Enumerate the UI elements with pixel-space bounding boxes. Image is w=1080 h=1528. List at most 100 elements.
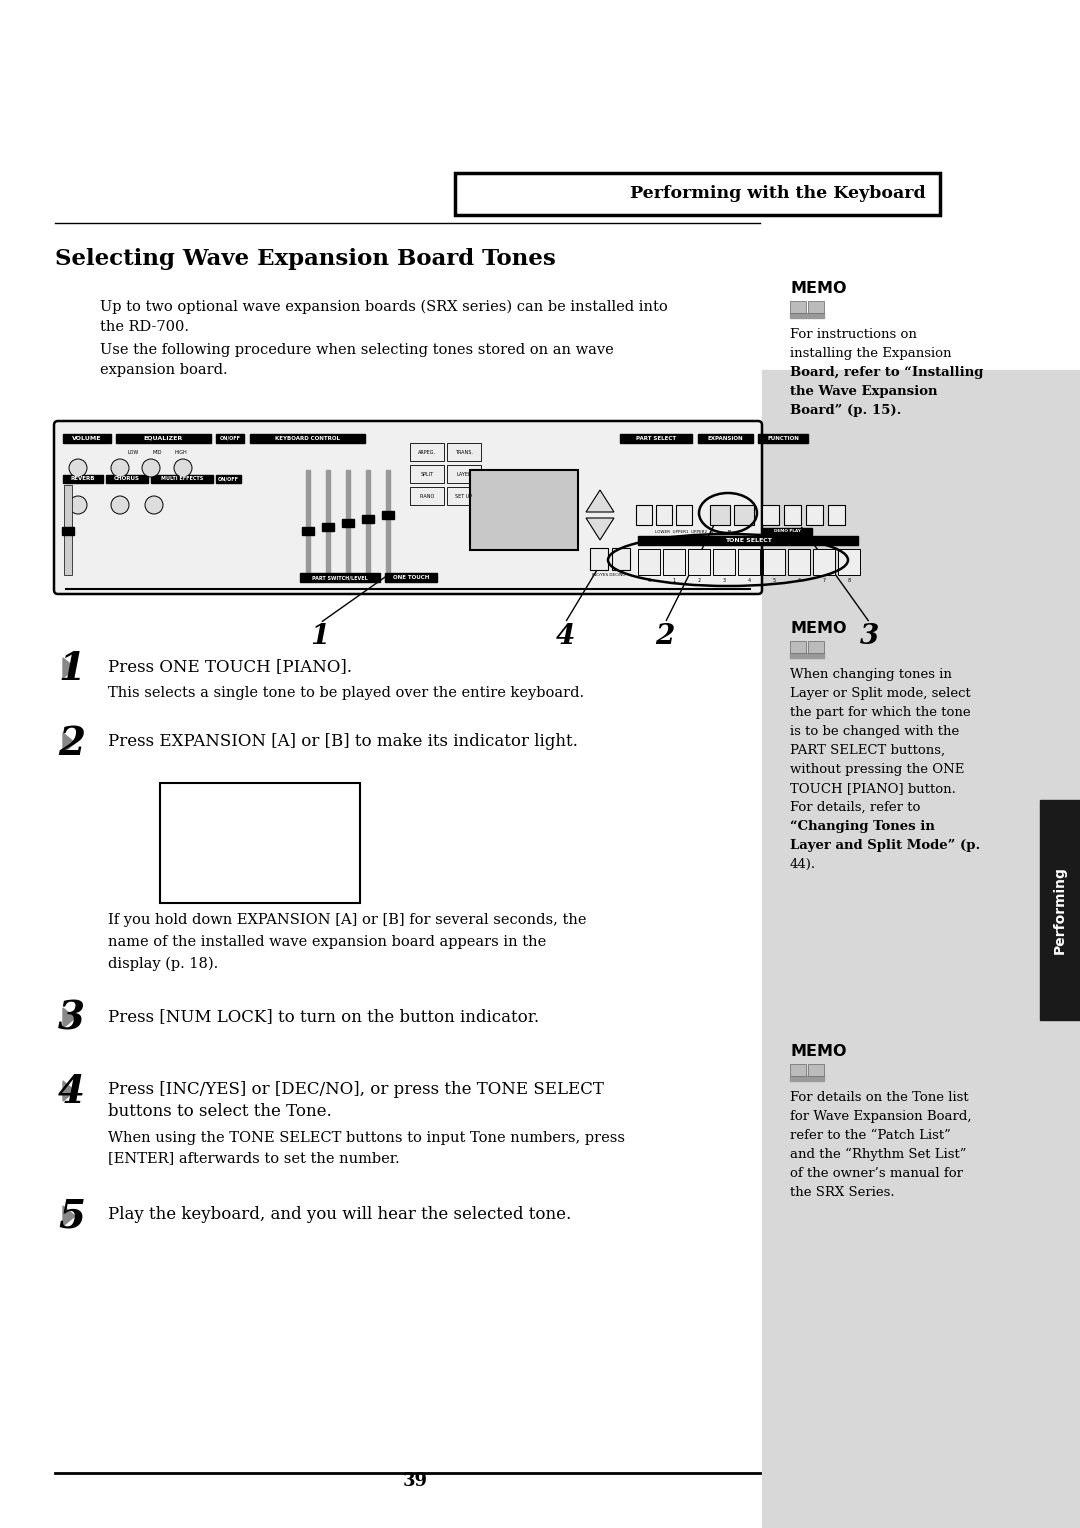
Text: of the owner’s manual for: of the owner’s manual for <box>789 1167 963 1180</box>
Text: Press [INC/YES] or [DEC/NO], or press the TONE SELECT: Press [INC/YES] or [DEC/NO], or press th… <box>108 1080 604 1099</box>
Text: 39: 39 <box>403 1471 428 1490</box>
Bar <box>762 370 1080 1528</box>
Bar <box>326 471 330 575</box>
Text: 44).: 44). <box>789 859 816 871</box>
Bar <box>63 434 111 443</box>
Text: When changing tones in: When changing tones in <box>789 668 951 681</box>
Text: 2: 2 <box>656 623 675 649</box>
Bar <box>249 434 365 443</box>
Text: PART SELECT: PART SELECT <box>636 435 676 442</box>
Text: and the “Rhythm Set List”: and the “Rhythm Set List” <box>789 1148 967 1161</box>
Text: the SRX Series.: the SRX Series. <box>789 1186 894 1199</box>
Text: MEMO: MEMO <box>789 1044 847 1059</box>
Text: ONE TOUCH: ONE TOUCH <box>393 575 429 581</box>
Text: For instructions on: For instructions on <box>789 329 917 341</box>
Bar <box>410 487 444 504</box>
Bar <box>62 527 75 535</box>
Text: 0: 0 <box>647 578 650 584</box>
Text: SET UP: SET UP <box>456 494 473 498</box>
Circle shape <box>111 497 129 513</box>
Bar <box>620 434 692 443</box>
Bar <box>762 549 785 575</box>
Bar <box>302 527 314 535</box>
Text: the RD-700.: the RD-700. <box>100 319 189 335</box>
Bar <box>806 504 823 526</box>
Text: LOW: LOW <box>127 451 138 455</box>
Bar <box>410 443 444 461</box>
Text: installing the Expansion: installing the Expansion <box>789 347 951 361</box>
Text: INC/YES DEC/NO: INC/YES DEC/NO <box>592 573 625 578</box>
Text: TOUCH [PIANO] button.: TOUCH [PIANO] button. <box>789 782 956 795</box>
Bar <box>447 443 481 461</box>
Bar <box>838 549 860 575</box>
Bar <box>63 475 103 483</box>
Text: 3: 3 <box>58 999 85 1038</box>
Circle shape <box>145 497 163 513</box>
Bar <box>676 504 692 526</box>
Bar <box>762 529 812 535</box>
Polygon shape <box>586 518 615 539</box>
Text: Press EXPANSION [A] or [B] to make its indicator light.: Press EXPANSION [A] or [B] to make its i… <box>108 733 578 750</box>
Text: REVERB: REVERB <box>71 477 95 481</box>
Text: PART SWITCH/LEVEL: PART SWITCH/LEVEL <box>312 575 368 581</box>
Text: Play the keyboard, and you will hear the selected tone.: Play the keyboard, and you will hear the… <box>108 1206 571 1222</box>
Text: DEMO PLAY: DEMO PLAY <box>773 530 800 533</box>
Text: Board, refer to “Installing: Board, refer to “Installing <box>789 367 984 379</box>
Text: MULTI EFFECTS: MULTI EFFECTS <box>161 477 203 481</box>
Bar <box>710 504 730 526</box>
Bar <box>758 434 808 443</box>
Text: KEYBOARD CONTROL: KEYBOARD CONTROL <box>275 435 340 442</box>
Text: EXPANSION: EXPANSION <box>707 435 743 442</box>
Bar <box>384 573 437 582</box>
Bar <box>366 471 370 575</box>
Text: 5: 5 <box>772 578 775 584</box>
Text: 4: 4 <box>555 623 575 649</box>
Circle shape <box>69 497 87 513</box>
Bar <box>789 1063 806 1076</box>
Text: TONE SELECT: TONE SELECT <box>725 538 771 542</box>
Text: MEMO: MEMO <box>789 281 847 296</box>
Bar <box>386 471 390 575</box>
Text: LAYER: LAYER <box>457 472 472 477</box>
Polygon shape <box>63 1008 75 1028</box>
Bar <box>216 475 241 483</box>
Text: the part for which the tone: the part for which the tone <box>789 706 971 720</box>
Bar <box>688 549 710 575</box>
Text: When using the TONE SELECT buttons to input Tone numbers, press: When using the TONE SELECT buttons to in… <box>108 1131 625 1144</box>
Text: [ENTER] afterwards to set the number.: [ENTER] afterwards to set the number. <box>108 1151 400 1164</box>
Polygon shape <box>63 659 75 678</box>
Text: Performing with the Keyboard: Performing with the Keyboard <box>631 185 926 203</box>
Text: PIANO: PIANO <box>419 494 434 498</box>
Bar <box>784 504 801 526</box>
Text: HIGH: HIGH <box>175 451 187 455</box>
Text: Performing: Performing <box>1053 866 1067 953</box>
Bar <box>590 549 608 570</box>
Bar <box>612 549 630 570</box>
Text: 1: 1 <box>58 649 85 688</box>
Text: Up to two optional wave expansion boards (SRX series) can be installed into: Up to two optional wave expansion boards… <box>100 299 667 315</box>
Bar <box>789 313 824 318</box>
Bar <box>789 642 806 652</box>
Bar <box>788 549 810 575</box>
Text: TRANS.: TRANS. <box>455 449 473 454</box>
Text: 1: 1 <box>310 623 329 649</box>
Bar <box>342 520 354 527</box>
Polygon shape <box>63 1206 75 1225</box>
Bar <box>455 173 940 215</box>
Text: SPLIT: SPLIT <box>420 472 434 477</box>
Text: Layer and Split Mode” (p.: Layer and Split Mode” (p. <box>789 839 981 853</box>
Polygon shape <box>63 733 75 753</box>
Text: 3: 3 <box>861 623 879 649</box>
Text: Layer or Split mode, select: Layer or Split mode, select <box>789 688 971 700</box>
Bar <box>447 487 481 504</box>
Text: Selecting Wave Expansion Board Tones: Selecting Wave Expansion Board Tones <box>55 248 556 270</box>
Text: Press [NUM LOCK] to turn on the button indicator.: Press [NUM LOCK] to turn on the button i… <box>108 1008 539 1025</box>
Bar <box>789 652 824 659</box>
Text: CHORUS: CHORUS <box>114 477 140 481</box>
Bar <box>734 504 754 526</box>
Bar <box>151 475 213 483</box>
Text: 8: 8 <box>848 578 851 584</box>
Bar <box>410 465 444 483</box>
Bar <box>216 434 244 443</box>
FancyBboxPatch shape <box>54 422 762 594</box>
